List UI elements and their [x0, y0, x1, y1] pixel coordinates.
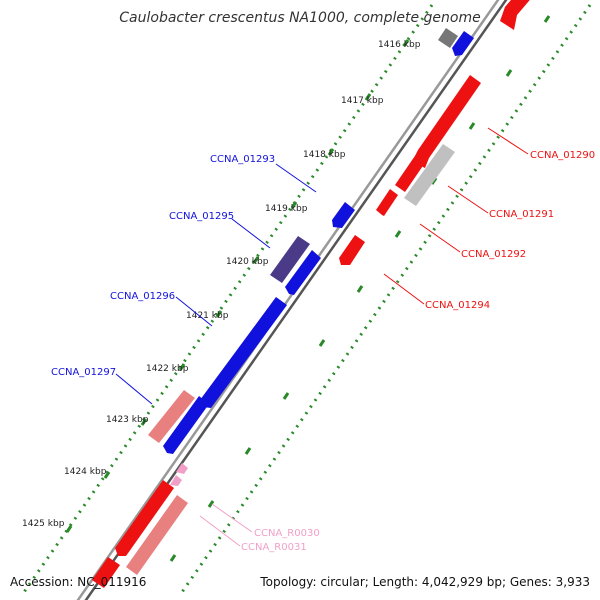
genome-title: Caulobacter crescentus NA1000, complete … [119, 10, 481, 26]
tick-track-outer [178, 4, 592, 596]
rna-arrow-ccna-r0030[interactable] [170, 475, 182, 486]
gene-arrow-outer-bottom-1[interactable] [115, 480, 174, 556]
feature-label-ccna-01292[interactable]: CCNA_01292 [461, 249, 526, 260]
backbone-strand-inner [76, 0, 500, 600]
gene-arrow-ccna-01294[interactable] [339, 235, 365, 265]
major-ticks-inner [65, 39, 410, 533]
gene-arrow-ccna-01295[interactable] [270, 236, 310, 283]
gene-arrow-inner-gray[interactable] [438, 28, 458, 48]
scale-labels: 1416 kbp 1417 kbp 1418 kbp 1419 kbp 1420… [22, 40, 421, 529]
scale-label: 1423 kbp [106, 415, 149, 425]
leader-lines-blue [115, 163, 317, 405]
feature-label-ccna-01293[interactable]: CCNA_01293 [210, 154, 275, 165]
scale-label: 1420 kbp [226, 257, 269, 267]
gene-arrow-ccna-01293[interactable] [332, 202, 355, 228]
gene-arrow-outer-bottom-2[interactable] [126, 495, 188, 575]
rna-arrow-ccna-r0031[interactable] [176, 463, 188, 474]
gene-arrow-ccna-01292-block[interactable] [395, 131, 442, 192]
feature-label-ccna-01290[interactable]: CCNA_01290 [530, 150, 595, 161]
tick-track-inner [20, 4, 434, 596]
scale-label: 1416 kbp [378, 40, 421, 50]
scale-label: 1424 kbp [64, 467, 107, 477]
scale-label: 1425 kbp [22, 519, 65, 529]
scale-label: 1417 kbp [341, 96, 384, 106]
topology-text: Topology: circular; Length: 4,042,929 bp… [260, 575, 590, 589]
gene-arrow-outer-bottom-3[interactable] [92, 557, 120, 588]
gene-arrow-outer-top[interactable] [500, 0, 540, 30]
scale-label: 1421 kbp [186, 311, 229, 321]
feature-label-ccna-r0031[interactable]: CCNA_R0031 [241, 542, 307, 553]
gene-arrow-ccna-01291[interactable] [404, 144, 455, 206]
feature-label-ccna-01295[interactable]: CCNA_01295 [169, 211, 234, 222]
scale-label: 1418 kbp [303, 150, 346, 160]
feature-label-ccna-01296[interactable]: CCNA_01296 [110, 291, 175, 302]
scale-label: 1419 kbp [265, 204, 308, 214]
feature-label-ccna-01291[interactable]: CCNA_01291 [489, 209, 554, 220]
leader-lines-pink [199, 503, 253, 547]
gene-arrow-ccna-01297[interactable] [148, 390, 195, 443]
gene-arrow-ccna-01291-b[interactable] [376, 189, 398, 216]
leader-lines-red [383, 127, 529, 305]
gene-arrow-ccna-01297-b[interactable] [163, 396, 209, 454]
scale-label: 1422 kbp [146, 364, 189, 374]
gene-arrow-inner-top[interactable] [452, 31, 474, 56]
gene-arrow-ccna-01296[interactable] [200, 297, 287, 408]
feature-label-ccna-r0030[interactable]: CCNA_R0030 [254, 528, 320, 539]
gene-arrow-ccna-01295-b[interactable] [285, 250, 321, 295]
feature-label-ccna-01297[interactable]: CCNA_01297 [51, 367, 116, 378]
accession-text: Accession: NC_011916 [10, 575, 147, 589]
feature-label-ccna-01294[interactable]: CCNA_01294 [425, 300, 490, 311]
